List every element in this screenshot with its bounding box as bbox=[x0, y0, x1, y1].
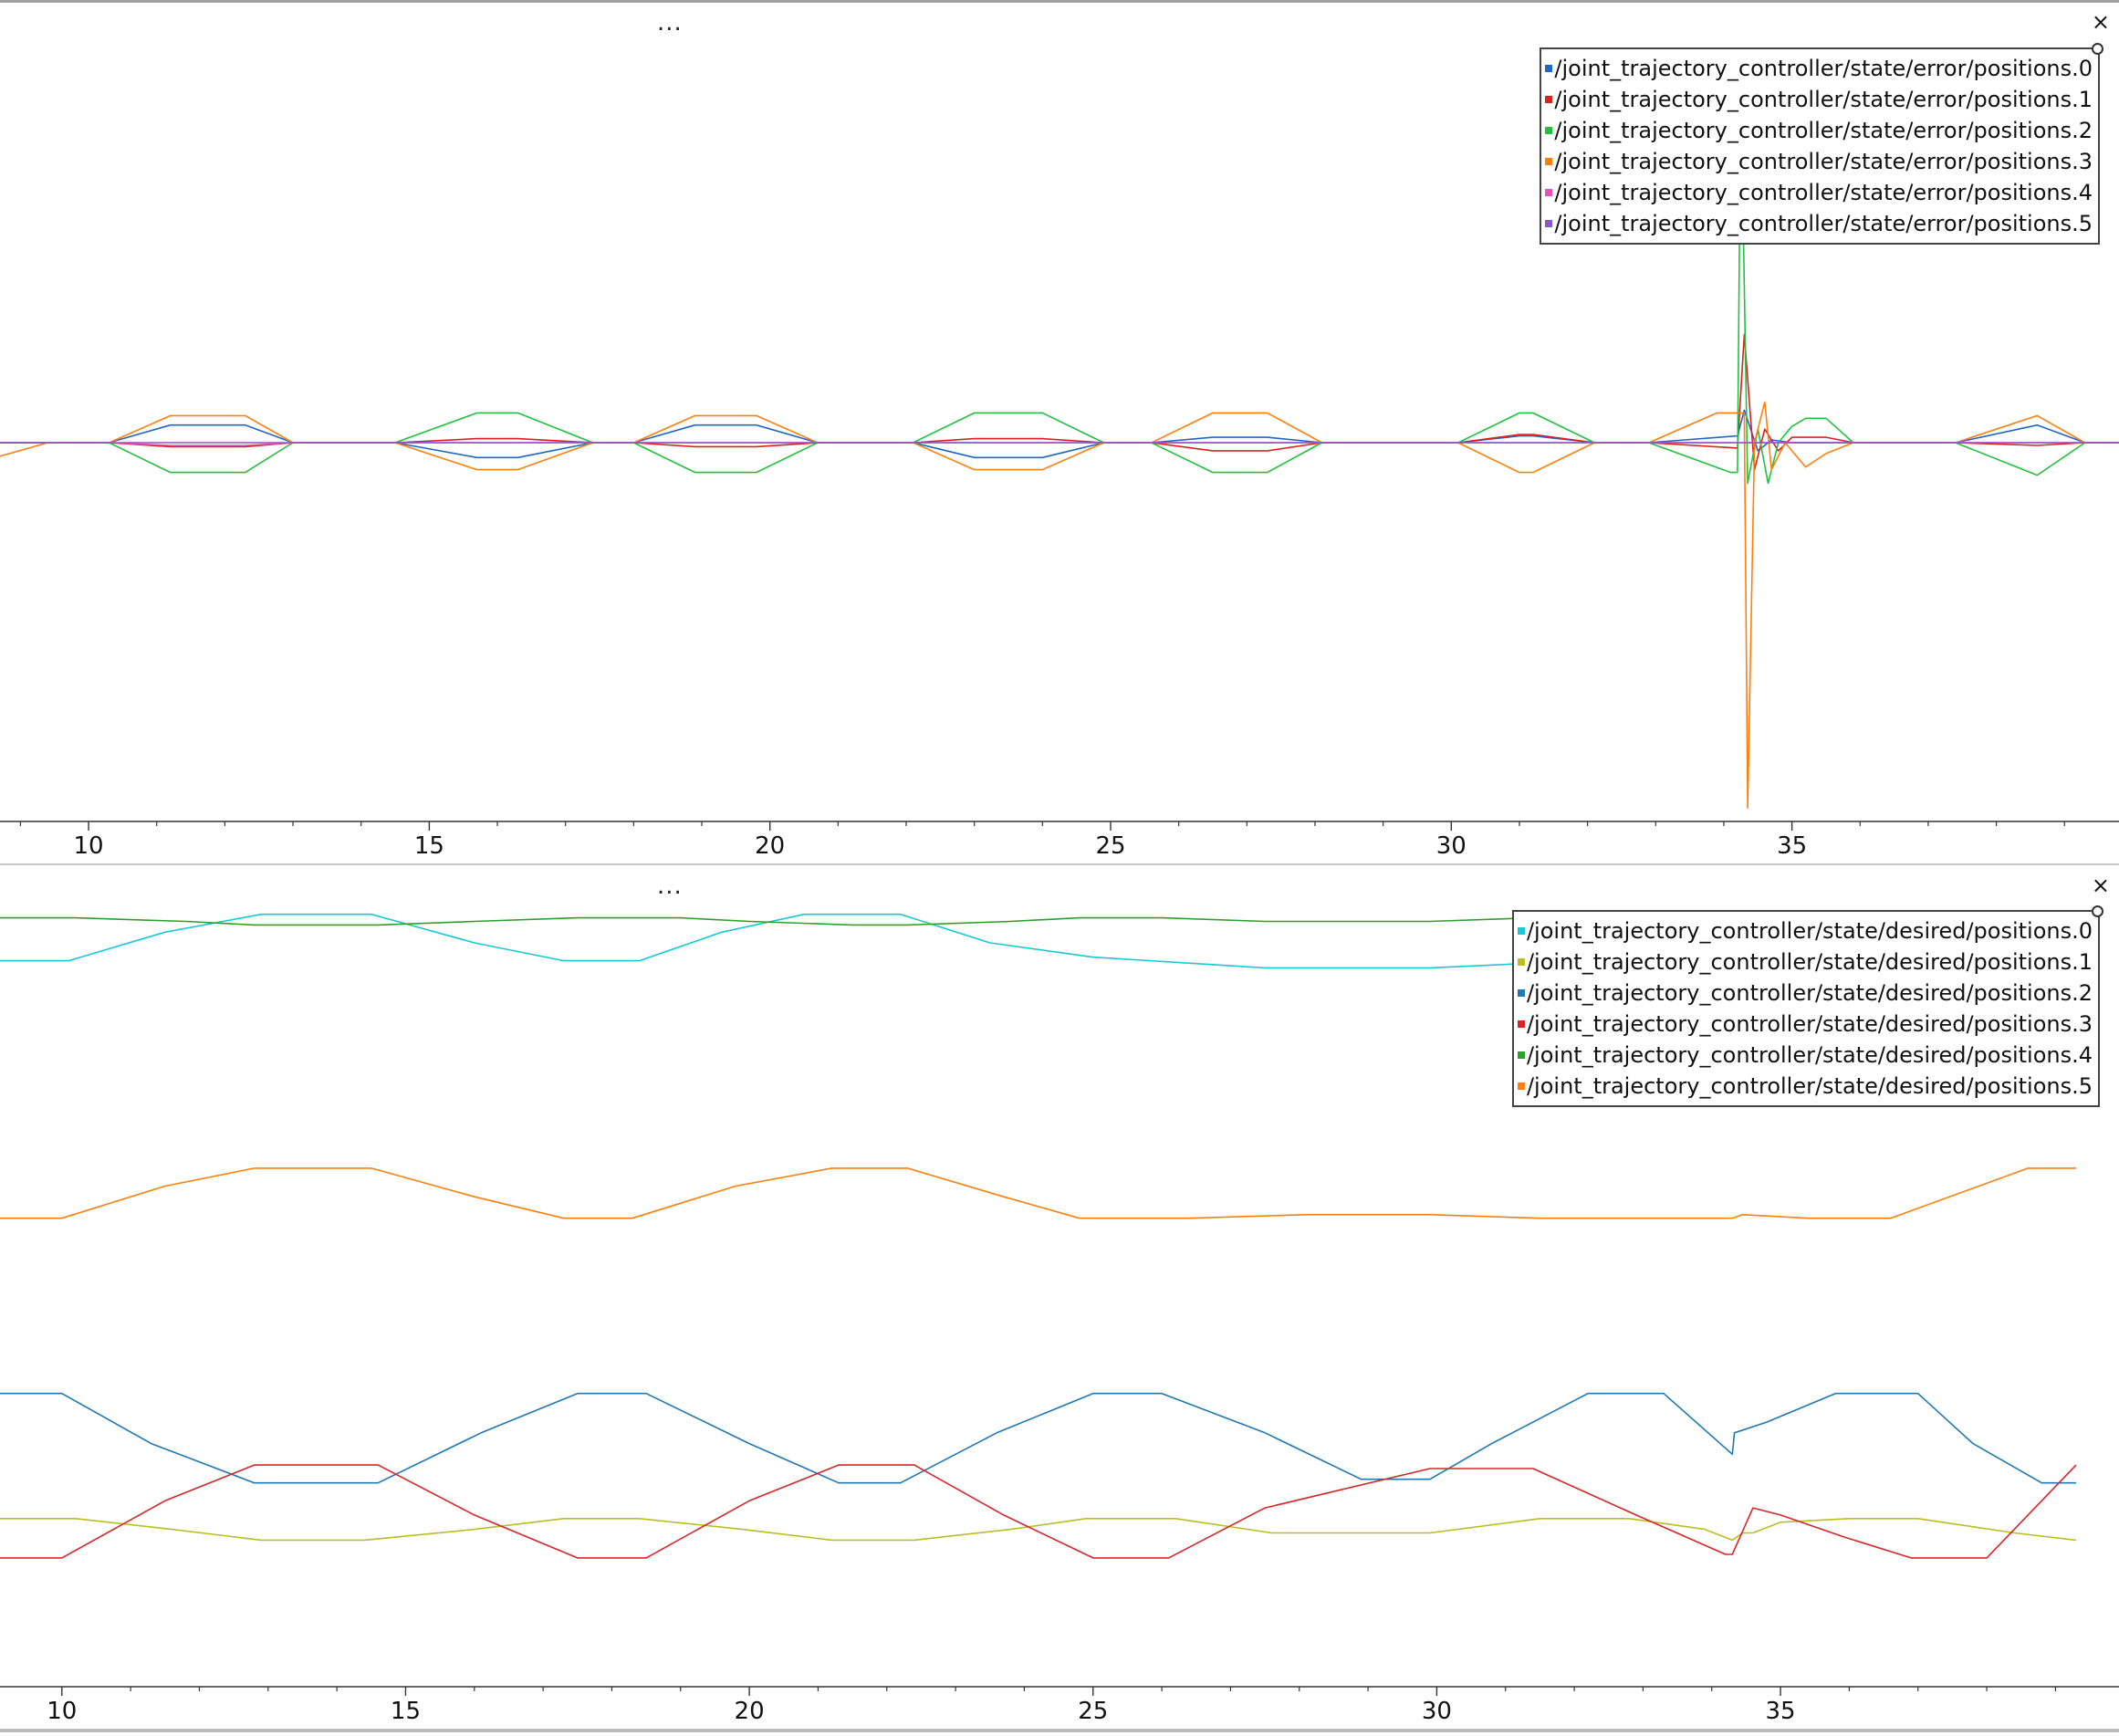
x-tick-label: 30 bbox=[1436, 832, 1467, 860]
series-line bbox=[0, 409, 2119, 459]
x-tick-label: 10 bbox=[74, 832, 104, 860]
legend-label: /joint_trajectory_controller/state/error… bbox=[1554, 87, 2093, 112]
legend-swatch bbox=[1545, 96, 1553, 103]
plot-menu-button[interactable]: ... bbox=[657, 9, 683, 37]
legend-item[interactable]: /joint_trajectory_controller/state/desir… bbox=[1517, 915, 2093, 946]
x-tick-label: 25 bbox=[1095, 832, 1125, 860]
legend-label: /joint_trajectory_controller/state/desir… bbox=[1526, 1042, 2093, 1068]
x-tick-label: 15 bbox=[391, 1698, 421, 1725]
desired-plot-panel: 10 15 20 25 30 35 ... × /joint_trajectory_con… bbox=[0, 863, 2119, 1732]
legend-swatch bbox=[1517, 1051, 1525, 1059]
legend-item[interactable]: /joint_trajectory_controller/state/error… bbox=[1545, 53, 2093, 84]
error-plot-canvas[interactable]: 10 15 20 25 30 35 bbox=[0, 0, 2119, 863]
bottom-scrollbar[interactable] bbox=[0, 1729, 2119, 1732]
panel-separator bbox=[0, 863, 2119, 865]
legend-swatch bbox=[1545, 65, 1553, 72]
legend-item[interactable]: /joint_trajectory_controller/state/error… bbox=[1545, 177, 2093, 208]
legend-item[interactable]: /joint_trajectory_controller/state/desir… bbox=[1517, 1009, 2093, 1040]
legend-item[interactable]: /joint_trajectory_controller/state/desir… bbox=[1517, 978, 2093, 1009]
legend-item[interactable]: /joint_trajectory_controller/state/error… bbox=[1545, 208, 2093, 239]
legend-swatch bbox=[1545, 220, 1553, 227]
legend-label: /joint_trajectory_controller/state/desir… bbox=[1526, 918, 2093, 944]
panel-top-border bbox=[0, 0, 2119, 3]
x-tick-label: 15 bbox=[414, 832, 444, 860]
legend-label: /joint_trajectory_controller/state/desir… bbox=[1526, 1011, 2093, 1037]
x-tick-label: 35 bbox=[1777, 832, 1807, 860]
series-line bbox=[0, 1392, 2076, 1484]
legend-swatch bbox=[1517, 989, 1525, 997]
legend-swatch bbox=[1517, 1082, 1525, 1090]
desired-plot-legend[interactable]: /joint_trajectory_controller/state/desir… bbox=[1511, 905, 2103, 1107]
legend-swatch bbox=[1517, 1020, 1525, 1028]
series-line bbox=[0, 1167, 2076, 1219]
legend-swatch bbox=[1517, 958, 1525, 966]
legend-label: /joint_trajectory_controller/state/error… bbox=[1554, 211, 2093, 236]
x-tick-label: 20 bbox=[735, 1698, 765, 1725]
x-tick-label: 30 bbox=[1422, 1698, 1452, 1725]
legend-item[interactable]: /joint_trajectory_controller/state/desir… bbox=[1517, 1040, 2093, 1071]
legend-item[interactable]: /joint_trajectory_controller/state/desir… bbox=[1517, 1071, 2093, 1102]
legend-swatch bbox=[1545, 158, 1553, 165]
error-plot-panel: 10 15 20 25 30 35 ... × /joint_trajectory_con… bbox=[0, 0, 2119, 863]
legend-label: /joint_trajectory_controller/state/error… bbox=[1554, 149, 2093, 174]
legend-resize-handle[interactable] bbox=[2092, 905, 2103, 917]
legend-item[interactable]: /joint_trajectory_controller/state/error… bbox=[1545, 84, 2093, 115]
legend-swatch bbox=[1545, 127, 1553, 134]
legend-resize-handle[interactable] bbox=[2092, 43, 2103, 55]
legend-item[interactable]: /joint_trajectory_controller/state/error… bbox=[1545, 146, 2093, 177]
series-line bbox=[0, 1464, 2077, 1559]
legend-label: /joint_trajectory_controller/state/error… bbox=[1554, 56, 2093, 81]
legend-swatch bbox=[1517, 927, 1525, 935]
series-line bbox=[0, 1517, 2077, 1542]
series-line bbox=[0, 333, 2119, 471]
legend-swatch bbox=[1545, 189, 1553, 196]
desired-plot-canvas[interactable]: 10 15 20 25 30 35 bbox=[0, 863, 2119, 1732]
legend-label: /joint_trajectory_controller/state/desir… bbox=[1526, 980, 2093, 1006]
series-line bbox=[0, 401, 2119, 810]
legend-label: /joint_trajectory_controller/state/error… bbox=[1554, 180, 2093, 205]
legend-label: /joint_trajectory_controller/state/error… bbox=[1554, 118, 2093, 143]
x-tick-label: 20 bbox=[755, 832, 785, 860]
plot-menu-button[interactable]: ... bbox=[657, 873, 683, 900]
close-icon[interactable]: × bbox=[2091, 873, 2110, 898]
x-tick-label: 35 bbox=[1766, 1698, 1796, 1725]
error-plot-legend[interactable]: /joint_trajectory_controller/state/error… bbox=[1540, 43, 2103, 245]
legend-item[interactable]: /joint_trajectory_controller/state/desir… bbox=[1517, 946, 2093, 978]
legend-item[interactable]: /joint_trajectory_controller/state/error… bbox=[1545, 115, 2093, 146]
x-tick-label: 25 bbox=[1078, 1698, 1108, 1725]
x-tick-label: 10 bbox=[47, 1698, 77, 1725]
legend-label: /joint_trajectory_controller/state/desir… bbox=[1526, 1073, 2093, 1099]
legend-label: /joint_trajectory_controller/state/desir… bbox=[1526, 949, 2093, 975]
close-icon[interactable]: × bbox=[2091, 9, 2110, 35]
